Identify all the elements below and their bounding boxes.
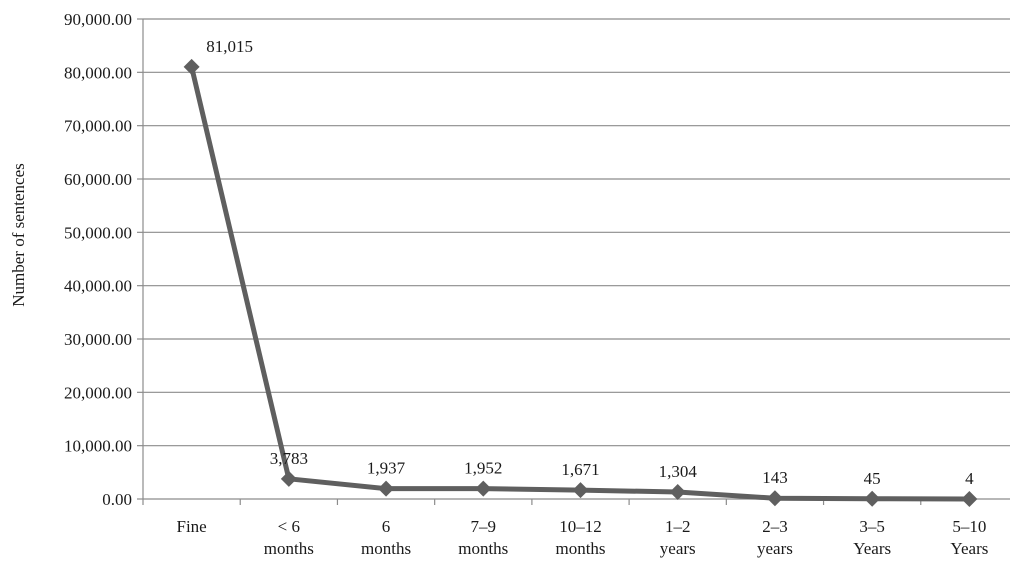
y-tick-label: 80,000.00: [64, 63, 132, 82]
y-axis-tick-labels: 0.00 10,000.00 20,000.00 30,000.00 40,000.00…: [64, 10, 132, 509]
y-tick-label: 90,000.00: [64, 10, 132, 29]
data-point-marker: [183, 58, 200, 75]
series-line: [189, 64, 972, 502]
x-category-label: 10–12 months: [555, 517, 605, 558]
series-line-group: [189, 64, 972, 502]
y-tick-label: 60,000.00: [64, 170, 132, 189]
data-label: 45: [864, 469, 881, 488]
axes: [137, 18, 1010, 505]
y-tick-label: 70,000.00: [64, 117, 132, 136]
data-label: 3,783: [270, 449, 308, 468]
data-point-marker: [572, 482, 589, 499]
data-point-marker: [280, 470, 297, 487]
x-axis-category-labels: Fine < 6 months 6 months 7–9 months 10–12 months…: [176, 517, 988, 558]
x-category-label: 6 months: [361, 517, 411, 558]
data-point-marker: [864, 490, 881, 507]
y-tick-label: 30,000.00: [64, 330, 132, 349]
data-point-marker: [961, 490, 978, 507]
data-label: 1,304: [659, 462, 698, 481]
x-category-label: 5–10 Years: [950, 517, 988, 558]
x-category-label: 7–9 months: [458, 517, 508, 558]
data-label: 4: [965, 469, 974, 488]
data-point-marker: [766, 490, 783, 507]
data-label: 81,015: [206, 37, 253, 56]
data-label: 1,952: [464, 459, 502, 478]
data-label: 1,937: [367, 459, 406, 478]
x-category-label: 3–5 Years: [853, 517, 891, 558]
data-point-marker: [378, 480, 395, 497]
x-category-label: < 6 months: [264, 517, 314, 558]
series-markers: [183, 58, 978, 507]
y-tick-label: 10,000.00: [64, 437, 132, 456]
data-label: 1,671: [561, 460, 599, 479]
gridlines: [143, 18, 1010, 447]
x-category-label: 2–3 years: [757, 517, 793, 558]
y-tick-label: 40,000.00: [64, 277, 132, 296]
data-label: 143: [762, 468, 788, 487]
data-point-marker: [475, 480, 492, 497]
x-category-label: Fine: [176, 517, 206, 536]
data-point-marker: [669, 484, 686, 501]
y-tick-label: 50,000.00: [64, 223, 132, 242]
y-tick-label: 0.00: [102, 490, 132, 509]
y-tick-label: 20,000.00: [64, 383, 132, 402]
x-category-label: 1–2 years: [660, 517, 696, 558]
data-labels: 81,015 3,783 1,937 1,952 1,671 1,304 143 45 4: [206, 37, 974, 488]
y-axis-title: Number of sentences: [9, 163, 28, 307]
